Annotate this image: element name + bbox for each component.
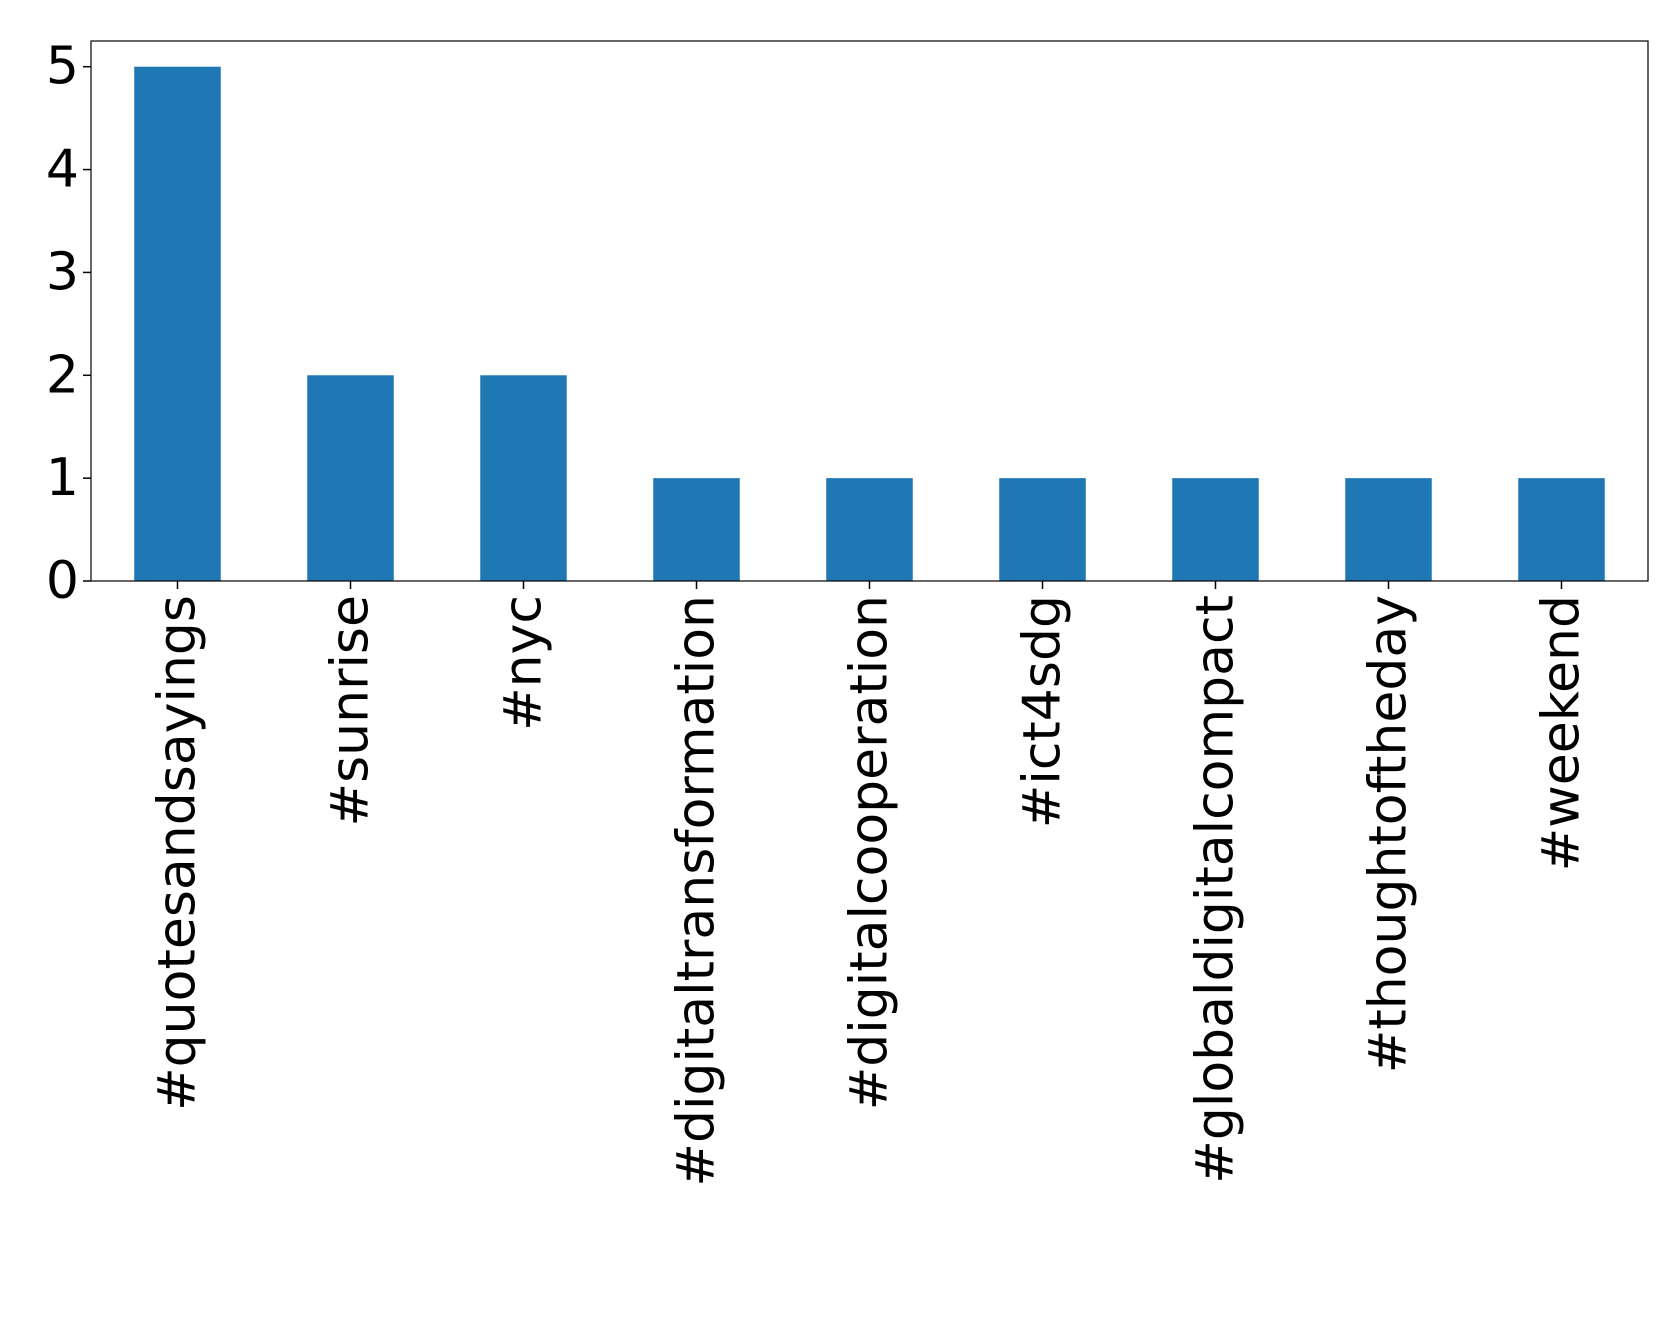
bar [999,478,1086,581]
y-tick-label: 3 [46,242,79,302]
bar [653,478,740,581]
bar [1172,478,1259,581]
bar [1518,478,1605,581]
bar [307,375,394,581]
y-tick-label: 0 [46,551,79,611]
bar [1345,478,1432,581]
y-tick-label: 4 [46,140,79,200]
bar [134,66,221,581]
x-tick-label: #quotesandsayings [148,595,208,1111]
bar [480,375,567,581]
plot-frame [90,40,1649,582]
x-tick-label: #globaldigitalcompact [1186,595,1246,1184]
x-tick-label: #digitaltransformation [667,595,727,1187]
y-tick-label: 2 [46,345,79,405]
x-tick-label: #thoughtoftheday [1359,595,1419,1073]
x-tick-label: #ict4sdg [1013,595,1073,828]
y-tick-label: 5 [46,37,79,97]
x-tick-label: #weekend [1532,595,1592,871]
y-tick-label: 1 [46,448,79,508]
x-tick-label: #digitalcooperation [840,595,900,1110]
bar [826,478,913,581]
x-tick-label: #nyc [494,595,554,731]
x-tick-label: #sunrise [321,595,381,827]
